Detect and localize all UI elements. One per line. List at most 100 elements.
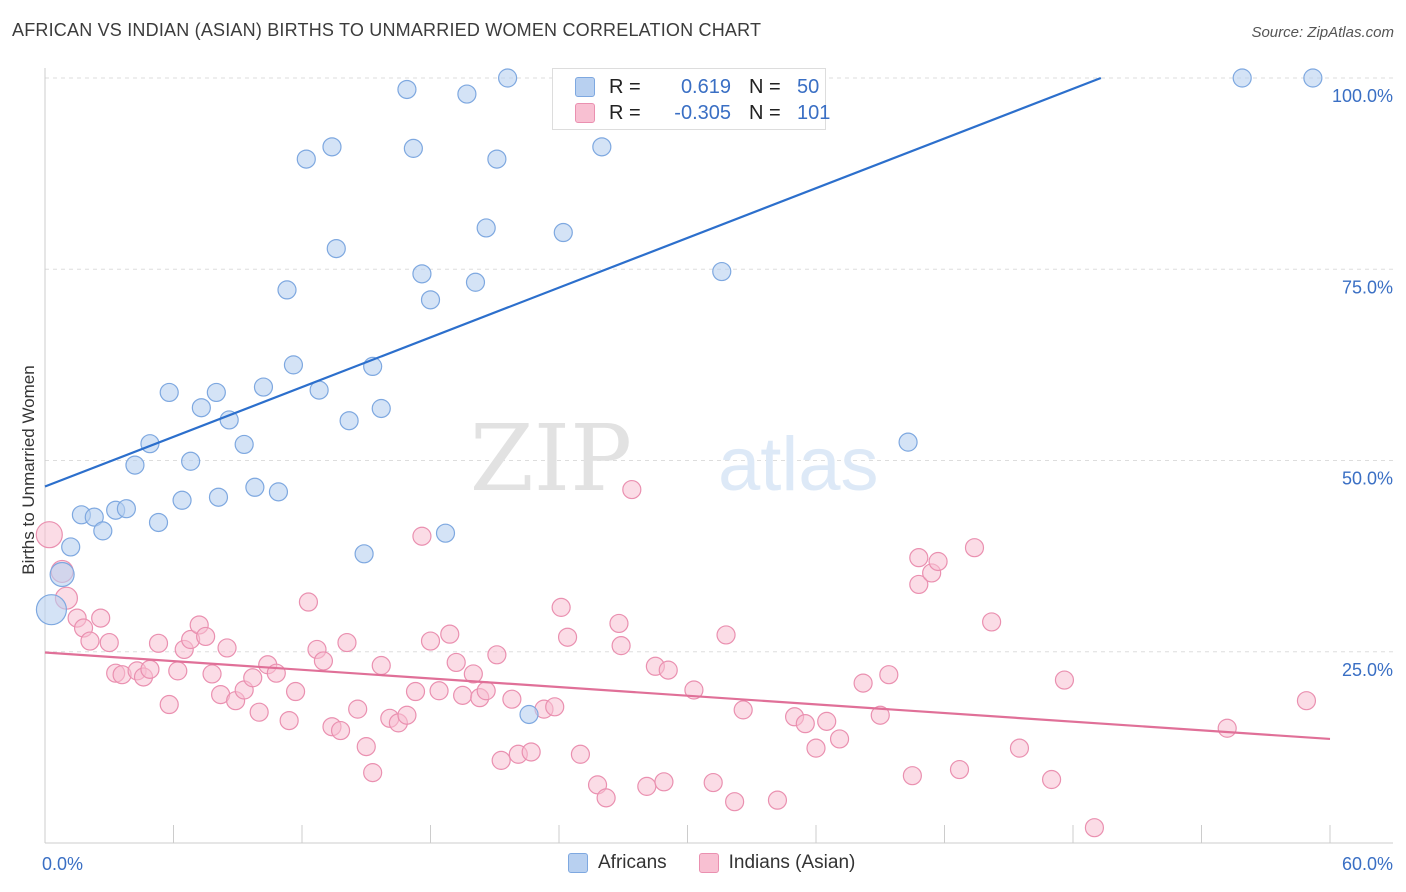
africans-point <box>61 537 81 557</box>
indians-point <box>80 631 100 651</box>
indians-point <box>397 705 417 725</box>
indians-points <box>35 479 1317 838</box>
legend-row-africans: R = 0.619 N = 50 <box>575 75 819 99</box>
indians-point <box>902 766 922 786</box>
indians-point <box>928 551 948 572</box>
africans-point <box>465 272 486 292</box>
indians-point <box>243 668 263 688</box>
africans-point <box>519 704 539 725</box>
indians-point <box>609 613 629 634</box>
africans-point <box>277 280 297 300</box>
africans-point <box>283 355 304 375</box>
bottom-legend-swatch-indians <box>698 853 719 873</box>
indians-point <box>1296 691 1317 711</box>
indians-point <box>949 759 970 780</box>
watermark: ZIP atlas <box>470 405 879 512</box>
africans-trendline <box>44 76 1102 488</box>
africans-point <box>326 238 346 259</box>
indians-point <box>313 651 334 671</box>
africans-point <box>191 398 211 418</box>
indians-point <box>829 729 850 749</box>
africans-point <box>412 264 432 284</box>
indians-point <box>446 652 466 673</box>
africans-point <box>553 222 573 243</box>
indians-point <box>491 750 511 770</box>
africans-point <box>208 487 229 507</box>
africans-point <box>592 137 612 157</box>
indians-point <box>168 661 188 681</box>
indians-point <box>453 685 473 705</box>
indians-point <box>476 681 496 701</box>
africans-point <box>181 451 201 471</box>
indians-point <box>658 660 678 680</box>
indians-point <box>412 526 432 546</box>
indians-point <box>99 632 119 653</box>
africans-point <box>397 79 417 100</box>
indians-point <box>356 737 376 757</box>
bottom-legend-swatch-africans <box>568 853 588 873</box>
indians-point <box>767 790 788 810</box>
indians-point <box>337 632 357 653</box>
indians-point <box>622 479 642 500</box>
legend-n-value: 50 <box>797 75 820 98</box>
x-tick-label: 0.0% <box>42 854 83 874</box>
africans-point <box>148 512 169 533</box>
africans-points <box>35 68 1323 725</box>
indians-point <box>795 714 815 734</box>
indians-point <box>405 681 426 702</box>
y-tick-label: 50.0% <box>1342 469 1393 489</box>
source-text: Source: ZipAtlas.com <box>1251 24 1394 41</box>
indians-point <box>487 645 507 665</box>
indians-point <box>909 574 929 595</box>
africans-point <box>84 507 104 527</box>
indians-point <box>298 592 319 612</box>
africans-point <box>712 261 732 282</box>
legend-n-value: 101 <box>797 101 831 124</box>
watermark-atlas: atlas <box>718 422 879 507</box>
indians-point <box>817 711 837 731</box>
bottom-legend-indians: Indians (Asian) <box>698 852 855 874</box>
africans-point <box>93 521 113 541</box>
legend-r-label: R = <box>609 101 641 124</box>
indians-point <box>429 681 449 701</box>
y-tick-label: 75.0% <box>1342 277 1393 297</box>
indians-point <box>249 702 269 722</box>
africans-point <box>1232 68 1252 88</box>
indians-point <box>806 738 826 758</box>
africans-point <box>219 410 239 430</box>
legend-r-value: 0.619 <box>680 75 731 98</box>
y-tick-label: 25.0% <box>1342 660 1393 680</box>
africans-point <box>296 149 316 169</box>
axes <box>44 68 1393 844</box>
gridlines <box>45 77 1393 653</box>
africans-point <box>1303 68 1323 88</box>
indians-point <box>879 665 899 685</box>
indians-point <box>140 659 160 679</box>
chart-title: AFRICAN VS INDIAN (ASIAN) BIRTHS TO UNMA… <box>12 20 762 40</box>
y-axis-label: Births to Unmarried Women <box>19 365 38 575</box>
indians-point <box>285 681 306 702</box>
africans-point <box>35 594 68 626</box>
indians-point <box>982 612 1002 632</box>
indians-point <box>596 788 616 808</box>
africans-point <box>172 490 192 510</box>
indians-trendline <box>44 651 1331 741</box>
indians-point <box>684 680 704 700</box>
indians-point <box>637 776 657 796</box>
indians-point <box>35 521 63 549</box>
indians-point <box>440 624 460 644</box>
bottom-legend: Africans Indians (Asian) <box>568 852 887 874</box>
indians-point <box>1084 818 1105 838</box>
indians-point <box>545 697 565 717</box>
africans-point <box>159 382 179 403</box>
legend-swatch-indians <box>575 103 595 123</box>
africans-point <box>253 377 274 397</box>
bottom-legend-label-africans: Africans <box>598 852 667 873</box>
africans-point <box>49 561 75 588</box>
legend: R = 0.619 N = 50 R = -0.305 N = 101 <box>552 68 830 130</box>
indians-point <box>420 631 441 651</box>
indians-point <box>611 636 631 656</box>
watermark-zip: ZIP <box>470 405 632 512</box>
africans-point <box>268 482 289 502</box>
